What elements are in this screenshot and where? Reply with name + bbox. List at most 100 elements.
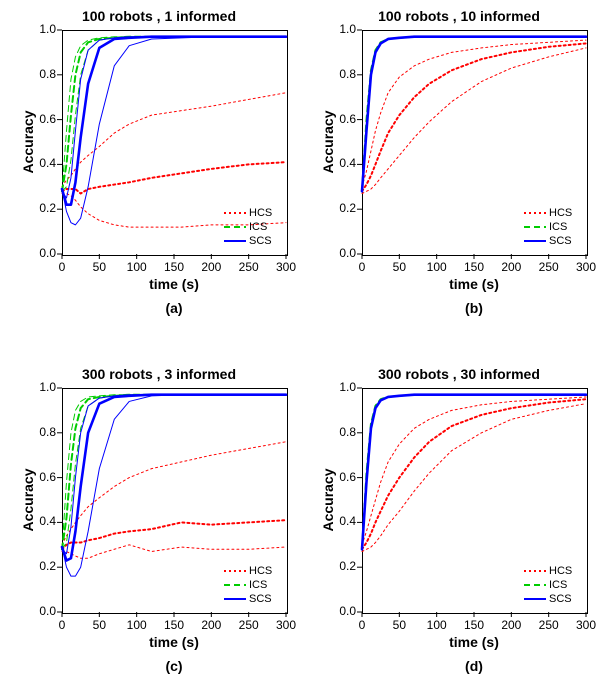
legend-label: SCS xyxy=(549,235,572,247)
xtick-label: 50 xyxy=(81,260,117,274)
legend-swatch xyxy=(224,220,246,234)
xtick-label: 50 xyxy=(381,260,417,274)
legend-swatch xyxy=(524,592,546,606)
legend-row: HCS xyxy=(524,206,572,220)
series-HCS_upper xyxy=(362,397,586,545)
panel-title-a: 100 robots , 1 informed xyxy=(22,8,296,24)
xtick-label: 100 xyxy=(119,260,155,274)
xtick-label: 0 xyxy=(44,618,80,632)
xtick-label: 200 xyxy=(193,618,229,632)
series-ICS_right xyxy=(62,395,286,550)
ytick-label: 1.0 xyxy=(328,380,356,394)
panel-sublabel-b: (b) xyxy=(362,300,586,316)
legend-swatch xyxy=(524,220,546,234)
panel-title-d: 300 robots , 30 informed xyxy=(322,366,596,382)
y-axis-label-b: Accuracy xyxy=(320,107,336,177)
series-SCS_mid xyxy=(362,395,586,550)
ytick-label: 0.0 xyxy=(28,604,56,618)
xtick-label: 100 xyxy=(419,618,455,632)
ytick-label: 0.2 xyxy=(328,201,356,215)
legend-row: SCS xyxy=(224,234,272,248)
legend-label: ICS xyxy=(549,221,567,233)
xtick-label: 300 xyxy=(268,618,304,632)
legend-row: HCS xyxy=(524,564,572,578)
series-HCS_upper xyxy=(362,40,586,187)
x-axis-label-a: time (s) xyxy=(62,276,286,292)
ytick-label: 0.0 xyxy=(328,246,356,260)
panel-sublabel-c: (c) xyxy=(62,658,286,674)
legend-label: ICS xyxy=(249,579,267,591)
legend-row: SCS xyxy=(524,234,572,248)
legend-row: ICS xyxy=(224,578,272,592)
xtick-label: 200 xyxy=(493,618,529,632)
ytick-label: 0.0 xyxy=(328,604,356,618)
xtick-label: 0 xyxy=(344,618,380,632)
legend-row: HCS xyxy=(224,564,272,578)
figure-root: 100 robots , 1 informed05010015020025030… xyxy=(0,0,600,683)
legend-b: HCS ICS SCS xyxy=(524,206,572,248)
legend-label: HCS xyxy=(549,565,572,577)
legend-label: ICS xyxy=(249,221,267,233)
legend-swatch xyxy=(224,234,246,248)
panel-title-c: 300 robots , 3 informed xyxy=(22,366,296,382)
y-axis-label-d: Accuracy xyxy=(320,465,336,535)
legend-row: SCS xyxy=(524,592,572,606)
xtick-label: 250 xyxy=(231,260,267,274)
ytick-label: 1.0 xyxy=(28,380,56,394)
ytick-label: 0.2 xyxy=(328,559,356,573)
legend-row: SCS xyxy=(224,592,272,606)
legend-row: HCS xyxy=(224,206,272,220)
legend-swatch xyxy=(224,564,246,578)
series-SCS_left xyxy=(62,395,286,554)
xtick-label: 150 xyxy=(156,260,192,274)
xtick-label: 150 xyxy=(156,618,192,632)
series-SCS_mid xyxy=(362,37,586,192)
series-HCS_mid xyxy=(362,399,586,549)
y-axis-label-c: Accuracy xyxy=(20,465,36,535)
series-ICS_mid xyxy=(62,395,286,550)
x-axis-label-c: time (s) xyxy=(62,634,286,650)
legend-label: SCS xyxy=(249,593,272,605)
panel-sublabel-a: (a) xyxy=(62,300,286,316)
legend-swatch xyxy=(224,206,246,220)
ytick-label: 0.8 xyxy=(328,425,356,439)
y-axis-label-a: Accuracy xyxy=(20,107,36,177)
legend-row: ICS xyxy=(224,220,272,234)
series-ICS_mid xyxy=(362,37,586,192)
series-ICS_mid xyxy=(362,395,586,550)
legend-a: HCSICS SCS xyxy=(224,206,272,248)
legend-d: HCS ICSSCS xyxy=(524,564,572,606)
legend-label: HCS xyxy=(549,207,572,219)
series-SCS_mid xyxy=(62,37,286,205)
xtick-label: 300 xyxy=(568,260,600,274)
ytick-label: 0.8 xyxy=(328,67,356,81)
series-ICS_left xyxy=(62,395,286,550)
ytick-label: 1.0 xyxy=(28,22,56,36)
xtick-label: 300 xyxy=(268,260,304,274)
xtick-label: 150 xyxy=(456,618,492,632)
legend-swatch xyxy=(524,206,546,220)
xtick-label: 200 xyxy=(193,260,229,274)
xtick-label: 150 xyxy=(456,260,492,274)
xtick-label: 100 xyxy=(119,618,155,632)
series-SCS_right xyxy=(62,37,286,225)
ytick-label: 0.8 xyxy=(28,67,56,81)
legend-swatch xyxy=(224,578,246,592)
series-HCS_mid xyxy=(62,520,286,549)
ytick-label: 0.2 xyxy=(28,201,56,215)
series-SCS_mid xyxy=(62,395,286,561)
xtick-label: 50 xyxy=(381,618,417,632)
legend-label: ICS xyxy=(549,579,567,591)
xtick-label: 0 xyxy=(44,260,80,274)
x-axis-label-d: time (s) xyxy=(362,634,586,650)
xtick-label: 250 xyxy=(531,618,567,632)
xtick-label: 250 xyxy=(531,260,567,274)
series-HCS_lower xyxy=(62,545,286,558)
xtick-label: 50 xyxy=(81,618,117,632)
series-HCS_mid xyxy=(362,43,586,191)
xtick-label: 0 xyxy=(344,260,380,274)
legend-label: SCS xyxy=(249,235,272,247)
legend-row: ICS xyxy=(524,578,572,592)
xtick-label: 200 xyxy=(493,260,529,274)
xtick-label: 300 xyxy=(568,618,600,632)
